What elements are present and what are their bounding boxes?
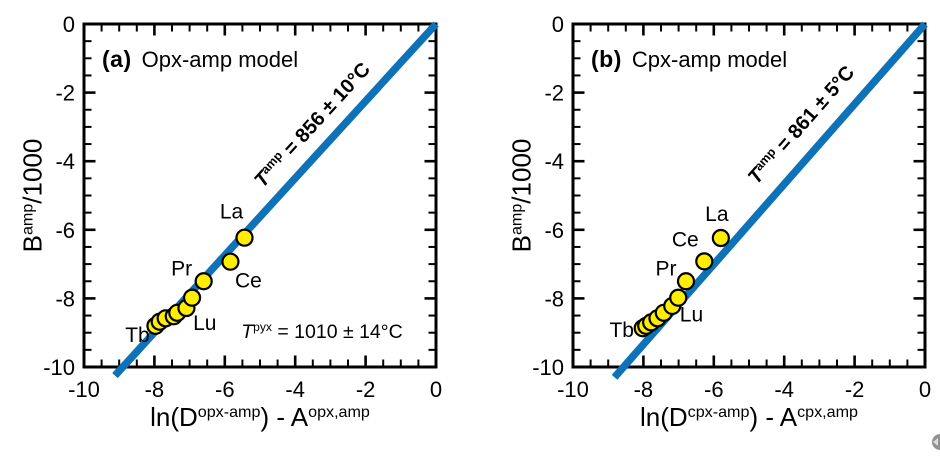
- data-point-a: [182, 288, 202, 307]
- panel-tag-a: (a): [102, 46, 132, 72]
- y-tick-label-b: -2: [544, 81, 564, 106]
- x-tick-label-b: -10: [557, 377, 589, 402]
- data-point-b-pr: [676, 272, 696, 291]
- x-tick-label-a: -2: [356, 377, 376, 402]
- y-axis-title-b: Bamp/1000: [507, 45, 538, 345]
- text-run: /1000: [506, 138, 537, 204]
- point-label-la-b: La: [705, 203, 729, 226]
- data-point-b-la: [711, 228, 730, 248]
- panel-header-b: (b) Cpx-amp model: [591, 46, 787, 73]
- page-edge-artifact-icon: [932, 434, 940, 450]
- ticks-a: [85, 25, 435, 366]
- x-tick-label-a: -10: [68, 377, 100, 402]
- y-tick-label-a: -8: [55, 286, 75, 311]
- x-axis-title-a: ln(Dopx-amp) - Aopx,amp: [84, 402, 436, 433]
- panel-tag-b: (b): [591, 46, 622, 72]
- pyroxene-temperature-annotation-a: Tpyx = 1010 ± 14°C: [152, 320, 492, 344]
- data-point-a-la: [235, 228, 254, 247]
- y-tick-label-a: -6: [55, 218, 75, 243]
- x-axis-title-b: ln(Dcpx-amp) - Acpx,amp: [573, 402, 925, 433]
- x-tick-label-b: -4: [774, 377, 794, 402]
- plot-frame-b: [571, 22, 927, 369]
- superscript-text: cpx-amp: [687, 403, 750, 422]
- y-tick-label-a: 0: [63, 12, 75, 37]
- x-tick-label-a: -8: [145, 377, 165, 402]
- text-run: ln(D: [150, 402, 198, 432]
- data-point-b-ce: [695, 252, 714, 271]
- y-tick-label-b: 0: [552, 12, 564, 37]
- superscript-text: opx-amp: [197, 403, 261, 422]
- data-point-a-pr: [194, 272, 213, 291]
- x-tick-label-b: -6: [704, 377, 724, 402]
- point-label-tb-a: Tb: [125, 324, 150, 347]
- x-tick-label-b: 0: [919, 377, 931, 402]
- ticks-b: [574, 25, 924, 366]
- left-arrow-glyph: [933, 438, 938, 446]
- data-point-b: [669, 288, 688, 307]
- y-tick-label-a: -4: [55, 149, 75, 174]
- point-label-ce-a: Ce: [235, 270, 262, 293]
- text-run: ) - A: [260, 402, 309, 432]
- y-tick-label-b: -6: [544, 218, 564, 243]
- x-tick-label-a: -6: [215, 377, 235, 402]
- y-tick-label-b: -10: [532, 355, 564, 380]
- text-run: B: [17, 234, 48, 252]
- point-label-pr-b: Pr: [655, 257, 676, 280]
- panel-header-a: (a) Opx-amp model: [102, 46, 298, 73]
- superscript-text: cpx,amp: [797, 403, 858, 422]
- point-label-ce-b: Ce: [672, 228, 699, 251]
- superscript-text: amp: [507, 203, 526, 235]
- superscript-text: opx,amp: [308, 403, 370, 422]
- plot-frame-a: [82, 22, 438, 369]
- x-tick-label-b: -8: [634, 377, 654, 402]
- superscript-text: pyx: [253, 320, 272, 335]
- text-run: ) - A: [749, 402, 798, 432]
- panel-title-a: Opx-amp model: [141, 47, 299, 72]
- y-tick-label-a: -2: [55, 81, 75, 106]
- text-run: ln(D: [639, 402, 688, 432]
- panel-title-b: Cpx-amp model: [631, 47, 788, 72]
- text-run: /1000: [17, 138, 48, 204]
- data-point-a-ce: [221, 252, 240, 271]
- text-run: T: [241, 320, 254, 343]
- point-label-la-a: La: [220, 201, 244, 224]
- text-run: = 1010 ± 14°C: [271, 320, 403, 343]
- y-axis-title-a: Bamp/1000: [18, 45, 49, 345]
- point-label-pr-a: Pr: [171, 257, 192, 280]
- x-tick-label-b: -2: [845, 377, 865, 402]
- superscript-text: amp: [18, 203, 37, 235]
- y-tick-label-b: -4: [544, 149, 564, 174]
- point-label-lu-a: Lu: [193, 312, 216, 335]
- text-run: B: [506, 234, 537, 252]
- point-label-tb-b: Tb: [609, 319, 634, 342]
- x-tick-label-a: 0: [430, 377, 442, 402]
- x-tick-label-a: -4: [285, 377, 305, 402]
- y-tick-label-b: -8: [544, 286, 564, 311]
- y-tick-label-a: -10: [43, 355, 75, 380]
- point-label-lu-b: Lu: [680, 303, 703, 326]
- panel-a: La Ce Pr Lu Tb -10 -8 -6 -4 -2 0 0 -2 -4 -6 -8 -10: [43, 12, 442, 402]
